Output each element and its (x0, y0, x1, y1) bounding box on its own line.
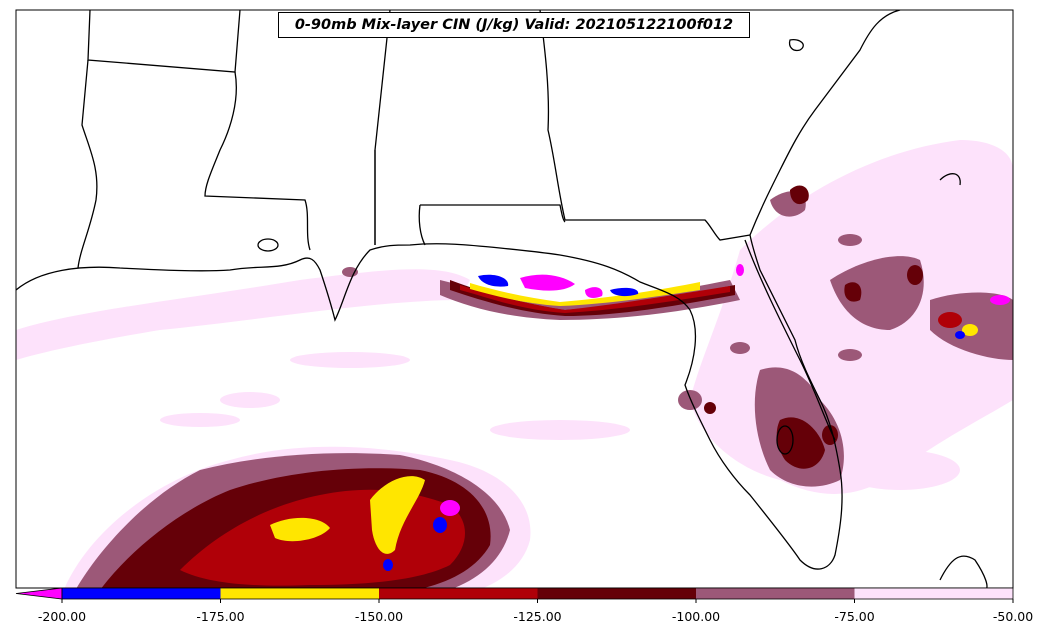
colorbar-tick-label: -200.00 (37, 609, 87, 624)
colorbar-bin-1 (220, 588, 379, 599)
colorbar-tick-label: -175.00 (196, 609, 245, 624)
colorbar-tick-label: -100.00 (671, 609, 721, 624)
map-title: 0-90mb Mix-layer CIN (J/kg) Valid: 20210… (278, 12, 750, 38)
cin-field (16, 140, 1013, 588)
colorbar-tick-label: -125.00 (513, 609, 562, 624)
colorbar-bin-2 (379, 588, 538, 599)
colorbar-tick-label: -75.00 (834, 609, 875, 624)
colorbar-extend-triangle (15, 587, 63, 600)
colorbar-bin-4 (696, 588, 855, 599)
colorbar-tick-label: -150.00 (354, 609, 404, 624)
colorbar (15, 587, 1014, 603)
colorbar-bin-0 (62, 588, 221, 599)
colorbar-bin-5 (854, 588, 1013, 599)
boundaries (16, 10, 988, 588)
colorbar-tick-label: -50.00 (992, 609, 1034, 624)
colorbar-bin-3 (537, 588, 696, 599)
